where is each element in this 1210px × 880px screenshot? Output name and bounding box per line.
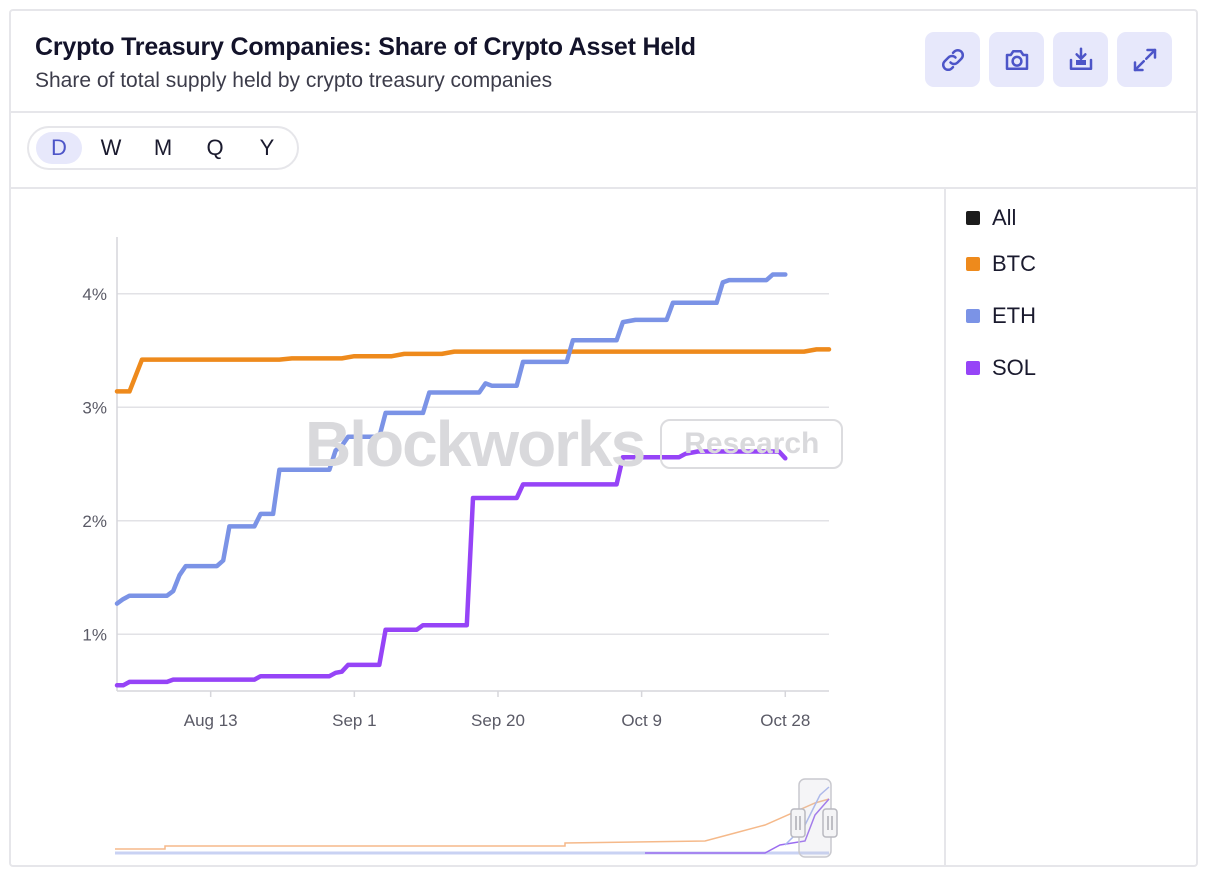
y-tick-label: 2% [82, 512, 107, 531]
camera-icon [1005, 49, 1028, 70]
period-button-d[interactable]: D [36, 132, 82, 164]
legend-item-sol[interactable]: SOL [966, 355, 1036, 381]
chart-toolbar [925, 32, 1172, 87]
x-tick-label: Aug 13 [184, 711, 238, 730]
x-tick-label: Sep 20 [471, 711, 525, 730]
legend-swatch-eth [966, 309, 980, 323]
period-button-m[interactable]: M [153, 135, 173, 160]
legend-label-eth: ETH [992, 303, 1036, 328]
legend-swatch-btc [966, 257, 980, 271]
chart-legend: All BTC ETH SOL [944, 187, 1200, 867]
legend-label-sol: SOL [992, 355, 1037, 380]
chart-card: Crypto Treasury Companies: Share of Cryp… [9, 9, 1198, 867]
x-tick-label: Oct 9 [621, 711, 662, 730]
legend-item-eth[interactable]: ETH [966, 303, 1036, 329]
line-chart: 1% 2% 3% 4% Aug 13 Sep 1 Sep 20 Oct 9 Oct 28 [82, 237, 838, 858]
chart-title: Crypto Treasury Companies: Share of Cryp… [35, 33, 696, 61]
series-line-btc [114, 347, 832, 394]
expand-button[interactable] [1117, 32, 1172, 87]
period-selector: D W M Q Y [27, 126, 299, 170]
x-tick-label: Sep 1 [332, 711, 376, 730]
legend-label-btc: BTC [992, 251, 1036, 276]
y-tick-label: 1% [82, 625, 107, 644]
period-button-w[interactable]: W [100, 135, 122, 160]
chart-subtitle: Share of total supply held by crypto tre… [35, 69, 553, 92]
legend-item-all[interactable]: All [966, 205, 1016, 231]
legend-swatch-sol [966, 361, 980, 375]
series-line-sol [114, 449, 788, 688]
period-button-y[interactable]: Y [259, 135, 275, 160]
y-tick-label: 3% [82, 398, 107, 417]
link-icon [941, 48, 964, 71]
period-button-q[interactable]: Q [206, 135, 224, 160]
screenshot-button[interactable] [989, 32, 1044, 87]
copy-link-button[interactable] [925, 32, 980, 87]
legend-swatch-all [966, 211, 980, 225]
chart-header: Crypto Treasury Companies: Share of Cryp… [11, 11, 1196, 113]
navigator-handle-right[interactable] [822, 808, 838, 838]
navigator-handle-left[interactable] [790, 808, 806, 838]
series-line-eth [114, 272, 788, 606]
download-button[interactable] [1053, 32, 1108, 87]
legend-label-all: All [992, 205, 1017, 230]
download-icon [1069, 47, 1092, 70]
period-selector-row: D W M Q Y [11, 111, 1196, 189]
x-tick-label: Oct 28 [760, 711, 810, 730]
y-tick-label: 4% [82, 285, 107, 304]
chart-plot-area: 1% 2% 3% 4% Aug 13 Sep 1 Sep 20 Oct 9 Oct 28 Blo… [11, 187, 944, 867]
navigator-line-sol [645, 798, 830, 854]
expand-icon [1133, 48, 1156, 71]
legend-item-btc[interactable]: BTC [966, 251, 1036, 277]
navigator-line-btc [115, 798, 830, 850]
